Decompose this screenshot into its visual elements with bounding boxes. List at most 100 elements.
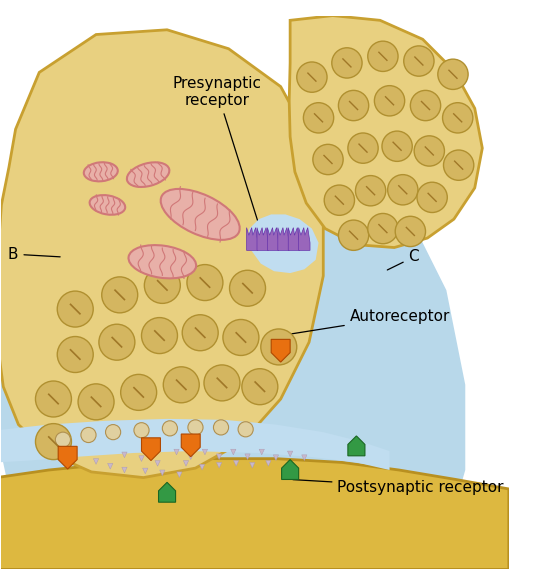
Polygon shape bbox=[234, 460, 239, 466]
Circle shape bbox=[411, 90, 441, 121]
Circle shape bbox=[162, 421, 177, 436]
Circle shape bbox=[443, 150, 474, 180]
Polygon shape bbox=[289, 16, 482, 247]
Circle shape bbox=[332, 48, 362, 78]
Circle shape bbox=[57, 336, 93, 373]
Polygon shape bbox=[273, 455, 279, 460]
Polygon shape bbox=[247, 228, 258, 250]
Circle shape bbox=[324, 185, 354, 215]
Circle shape bbox=[134, 423, 149, 438]
Polygon shape bbox=[0, 44, 465, 569]
Circle shape bbox=[313, 144, 343, 175]
Polygon shape bbox=[271, 339, 290, 362]
Polygon shape bbox=[143, 468, 148, 474]
Circle shape bbox=[142, 318, 177, 353]
Polygon shape bbox=[288, 228, 300, 250]
Polygon shape bbox=[159, 482, 176, 502]
Polygon shape bbox=[248, 214, 318, 273]
Circle shape bbox=[388, 175, 418, 205]
Circle shape bbox=[187, 264, 223, 301]
Polygon shape bbox=[174, 449, 179, 455]
Polygon shape bbox=[202, 449, 207, 455]
Polygon shape bbox=[122, 452, 127, 457]
Polygon shape bbox=[0, 30, 323, 477]
Ellipse shape bbox=[90, 195, 125, 215]
Circle shape bbox=[102, 277, 138, 313]
Ellipse shape bbox=[127, 162, 169, 187]
Polygon shape bbox=[58, 446, 77, 469]
Polygon shape bbox=[155, 460, 160, 466]
Text: B: B bbox=[8, 247, 60, 261]
Circle shape bbox=[35, 381, 71, 417]
Circle shape bbox=[443, 103, 473, 133]
Circle shape bbox=[242, 369, 278, 405]
Circle shape bbox=[35, 424, 71, 460]
Polygon shape bbox=[122, 467, 127, 473]
Polygon shape bbox=[108, 463, 113, 469]
Polygon shape bbox=[287, 451, 293, 457]
Circle shape bbox=[238, 422, 253, 437]
Polygon shape bbox=[177, 472, 182, 477]
Ellipse shape bbox=[129, 245, 196, 278]
Circle shape bbox=[204, 365, 240, 401]
Circle shape bbox=[78, 384, 114, 420]
Circle shape bbox=[229, 270, 265, 306]
Circle shape bbox=[303, 103, 334, 133]
Polygon shape bbox=[160, 470, 165, 476]
Polygon shape bbox=[257, 228, 269, 250]
Circle shape bbox=[382, 131, 412, 161]
Polygon shape bbox=[259, 449, 264, 455]
Text: C: C bbox=[388, 249, 419, 270]
Polygon shape bbox=[183, 460, 189, 466]
Polygon shape bbox=[181, 434, 200, 457]
Polygon shape bbox=[0, 459, 509, 569]
Circle shape bbox=[81, 428, 96, 442]
Text: A: A bbox=[397, 148, 474, 171]
Polygon shape bbox=[266, 460, 271, 466]
Circle shape bbox=[121, 374, 157, 410]
Circle shape bbox=[368, 41, 398, 71]
Circle shape bbox=[338, 220, 369, 250]
Polygon shape bbox=[230, 449, 236, 455]
Polygon shape bbox=[299, 228, 310, 250]
Polygon shape bbox=[93, 459, 99, 464]
Circle shape bbox=[368, 214, 398, 244]
Polygon shape bbox=[0, 419, 390, 470]
Polygon shape bbox=[267, 228, 279, 250]
Circle shape bbox=[223, 319, 259, 356]
Circle shape bbox=[395, 216, 426, 247]
Polygon shape bbox=[245, 454, 250, 460]
Circle shape bbox=[414, 136, 444, 166]
Circle shape bbox=[404, 46, 434, 76]
Circle shape bbox=[99, 324, 135, 360]
Polygon shape bbox=[348, 436, 365, 456]
Circle shape bbox=[55, 432, 71, 448]
Polygon shape bbox=[188, 454, 193, 460]
Circle shape bbox=[261, 329, 297, 365]
Polygon shape bbox=[250, 462, 255, 468]
Circle shape bbox=[57, 291, 93, 327]
Circle shape bbox=[297, 62, 327, 92]
Ellipse shape bbox=[161, 189, 240, 240]
Circle shape bbox=[188, 420, 203, 435]
Circle shape bbox=[417, 182, 447, 212]
Circle shape bbox=[213, 420, 228, 435]
Polygon shape bbox=[281, 460, 299, 480]
Circle shape bbox=[163, 367, 199, 403]
Polygon shape bbox=[217, 454, 222, 460]
Circle shape bbox=[106, 425, 121, 440]
Ellipse shape bbox=[84, 162, 118, 181]
Text: Postsynaptic receptor: Postsynaptic receptor bbox=[293, 480, 504, 494]
Circle shape bbox=[374, 85, 405, 116]
Circle shape bbox=[338, 90, 369, 121]
Circle shape bbox=[438, 59, 468, 90]
Text: Autoreceptor: Autoreceptor bbox=[284, 309, 450, 335]
Circle shape bbox=[144, 267, 180, 304]
Polygon shape bbox=[278, 228, 289, 250]
Circle shape bbox=[182, 315, 218, 351]
Circle shape bbox=[355, 176, 386, 206]
Circle shape bbox=[348, 133, 378, 163]
Polygon shape bbox=[142, 438, 160, 460]
Polygon shape bbox=[139, 456, 144, 462]
Text: Presynaptic
receptor: Presynaptic receptor bbox=[173, 76, 264, 240]
